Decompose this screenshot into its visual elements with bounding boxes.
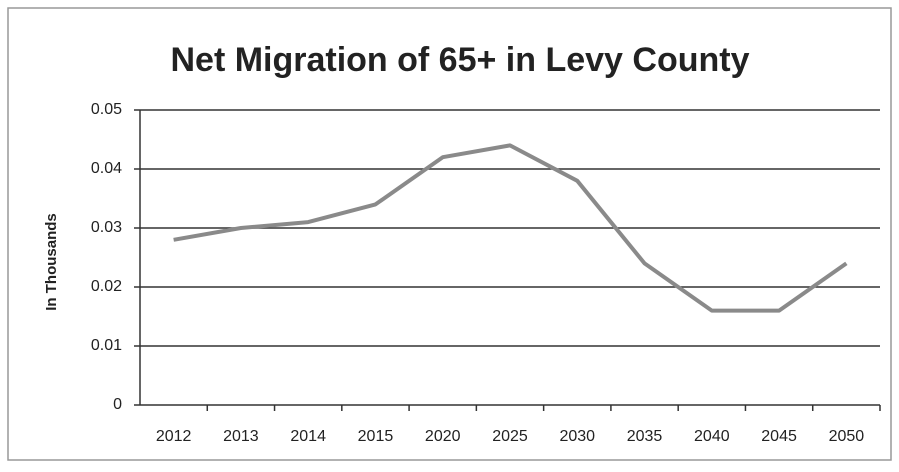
chart-frame — [7, 7, 892, 461]
x-tick-label: 2050 — [829, 428, 865, 445]
y-tick-label: 0.05 — [91, 101, 122, 118]
y-tick-label: 0 — [113, 396, 122, 413]
y-tick-label: 0.01 — [91, 337, 122, 354]
x-tick-label: 2015 — [358, 428, 394, 445]
x-tick-label: 2025 — [492, 428, 528, 445]
y-axis-label: In Thousands — [43, 213, 60, 311]
x-tick-label: 2012 — [156, 428, 192, 445]
data-line — [173, 143, 848, 313]
x-tick-label: 2014 — [290, 428, 326, 445]
x-tick-label: 2045 — [761, 428, 797, 445]
y-tick-label: 0.03 — [91, 219, 122, 236]
y-tick-label: 0.04 — [91, 160, 122, 177]
x-tick-label: 2013 — [223, 428, 259, 445]
x-tick-label: 2030 — [559, 428, 595, 445]
x-tick-label: 2040 — [694, 428, 730, 445]
chart-title: Net Migration of 65+ in Levy County — [170, 41, 749, 79]
y-tick-label: 0.02 — [91, 278, 122, 295]
x-tick-label: 2035 — [627, 428, 663, 445]
x-tick-label: 2020 — [425, 428, 461, 445]
